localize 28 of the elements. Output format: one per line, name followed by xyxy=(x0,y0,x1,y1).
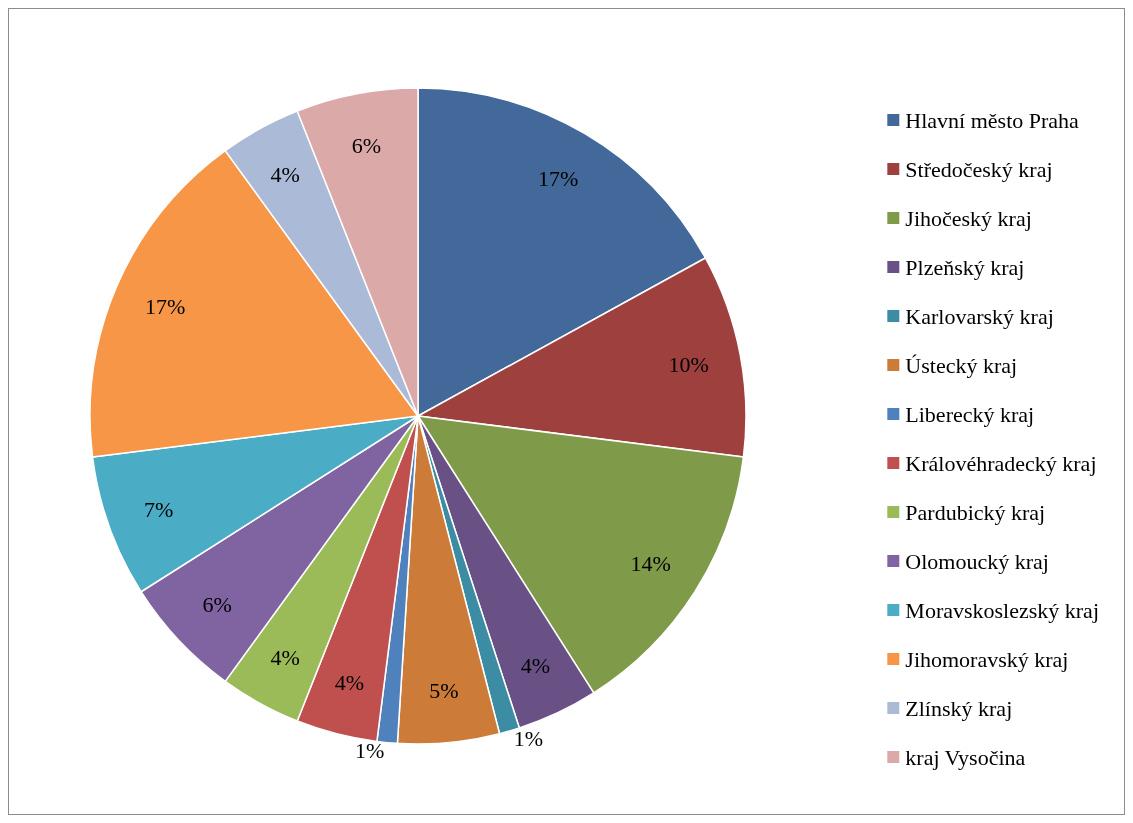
legend-label: Královéhradecký kraj xyxy=(905,450,1097,476)
legend-label: Moravskoslezský kraj xyxy=(905,597,1100,623)
legend-label: Liberecký kraj xyxy=(905,401,1035,427)
legend-label: Plzeňský kraj xyxy=(905,254,1025,280)
data-label: 6% xyxy=(351,132,382,158)
legend-label: Jihomoravský kraj xyxy=(905,646,1069,672)
data-label: 4% xyxy=(270,644,300,670)
data-label: 5% xyxy=(429,677,459,703)
data-label: 17% xyxy=(144,294,186,320)
legend-label: Pardubický kraj xyxy=(905,499,1046,525)
legend-label: Olomoucký kraj xyxy=(905,548,1049,574)
legend-label: Hlavní město Praha xyxy=(905,107,1080,133)
legend-label: Ústecký kraj xyxy=(905,352,1018,378)
legend-label: Jihočeský kraj xyxy=(905,205,1032,231)
data-label: 7% xyxy=(144,496,174,522)
data-label: 1% xyxy=(513,726,544,752)
data-label: 4% xyxy=(520,652,550,678)
data-label: 10% xyxy=(668,351,709,377)
data-label: 4% xyxy=(270,162,300,188)
legend-label: Karlovarský kraj xyxy=(905,303,1054,329)
data-label: 4% xyxy=(334,670,365,696)
data-label: 14% xyxy=(630,551,671,577)
data-label: 1% xyxy=(355,738,385,764)
legend-label: Středočeský kraj xyxy=(905,156,1053,182)
data-label: 6% xyxy=(202,592,232,618)
legend-label: kraj Vysočina xyxy=(905,744,1026,770)
legend-label: Zlínský kraj xyxy=(905,695,1013,721)
data-label: 17% xyxy=(538,166,579,192)
